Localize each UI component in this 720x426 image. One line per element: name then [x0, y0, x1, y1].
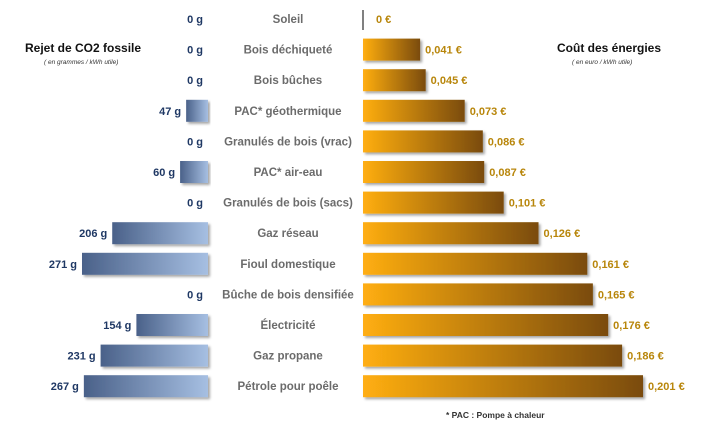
cost-bar — [363, 252, 588, 275]
cost-bar — [363, 130, 483, 153]
co2-bar — [136, 314, 208, 336]
cost-bar — [363, 38, 421, 61]
cost-value-label: 0,186 € — [627, 351, 664, 363]
co2-bar — [100, 344, 208, 367]
cost-bar — [363, 344, 623, 367]
co2-value-label: 0 g — [187, 75, 203, 87]
cost-value-label: 0,045 € — [431, 75, 468, 87]
cost-value-label: 0,126 € — [544, 228, 581, 240]
co2-bar — [186, 99, 208, 122]
category-label: Bois bûches — [254, 75, 322, 87]
category-label: Bois déchiqueté — [244, 45, 333, 57]
co2-value-label: 0 g — [187, 289, 203, 301]
co2-value-label: 0 g — [187, 198, 203, 210]
cost-value-label: 0,161 € — [592, 259, 629, 271]
cost-panel-title: Coût des énergies — [557, 41, 662, 55]
cost-value-label: 0,041 € — [425, 45, 462, 57]
cost-bar — [363, 283, 593, 306]
cost-value-label: 0,201 € — [648, 381, 685, 393]
co2-bar — [112, 222, 208, 245]
cost-value-label: 0,073 € — [470, 106, 507, 118]
cost-bar — [363, 314, 609, 336]
pac-footnote: * PAC : Pompe à chaleur — [446, 410, 545, 420]
cost-value-label: 0,165 € — [598, 289, 635, 301]
cost-bar — [363, 375, 643, 398]
category-label: Soleil — [273, 14, 304, 26]
cost-value-label: 0,176 € — [613, 320, 650, 332]
cost-value-label: 0,087 € — [489, 167, 526, 179]
cost-bar — [363, 222, 539, 245]
cost-value-label: 0,101 € — [509, 198, 546, 210]
co2-value-label: 231 g — [67, 351, 95, 363]
co2-value-label: 47 g — [159, 106, 181, 118]
cost-value-label: 0 € — [376, 14, 391, 26]
cost-bar — [363, 99, 465, 122]
cost-bar — [363, 69, 426, 92]
category-label: PAC* géothermique — [234, 106, 341, 118]
category-label: Fioul domestique — [240, 259, 335, 271]
cost-bar — [363, 191, 504, 214]
cost-value-label: 0,086 € — [488, 136, 525, 148]
category-label: PAC* air-eau — [254, 167, 323, 179]
category-label: Bûche de bois densifiée — [222, 289, 354, 301]
co2-panel-subtitle: ( en grammes / kWh utile) — [44, 59, 119, 66]
co2-value-label: 271 g — [49, 259, 77, 271]
category-label: Pétrole pour poêle — [238, 381, 339, 393]
co2-value-label: 0 g — [187, 45, 203, 57]
co2-value-label: 60 g — [153, 167, 175, 179]
co2-bar — [180, 161, 208, 183]
category-label: Granulés de bois (vrac) — [224, 136, 352, 148]
category-label: Gaz propane — [253, 351, 323, 363]
co2-value-label: 0 g — [187, 136, 203, 148]
co2-value-label: 0 g — [187, 14, 203, 26]
co2-bar — [82, 252, 208, 275]
co2-value-label: 154 g — [103, 320, 131, 332]
co2-bar — [83, 375, 208, 398]
cost-bar — [363, 161, 485, 183]
co2-value-label: 206 g — [79, 228, 107, 240]
category-label: Granulés de bois (sacs) — [223, 198, 353, 210]
co2-panel-title: Rejet de CO2 fossile — [25, 41, 142, 55]
category-label: Électricité — [261, 319, 316, 332]
cost-panel-subtitle: ( en euro / kWh utile) — [572, 59, 633, 66]
co2-value-label: 267 g — [51, 381, 79, 393]
category-label: Gaz réseau — [257, 228, 318, 240]
